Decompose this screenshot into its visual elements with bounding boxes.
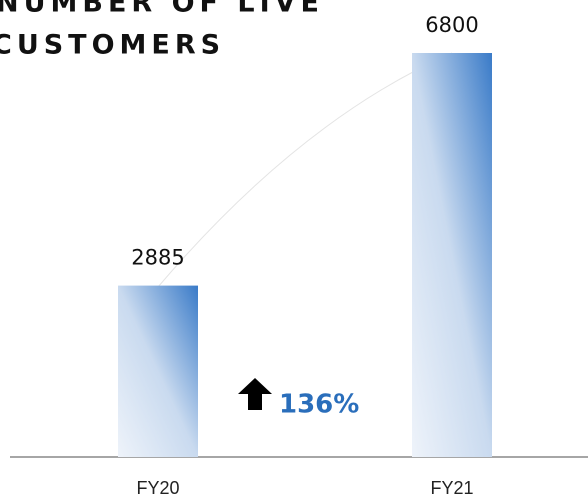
value-label: 2885 [131,246,184,270]
chart-title: NUMBER OF LIVE [0,0,324,19]
annotation: 136% [279,390,359,420]
bar [118,285,198,457]
bar [412,53,492,457]
up-arrow [238,378,272,410]
chart-title: CUSTOMERS [0,30,225,61]
value-label: 6800 [425,13,478,37]
trend-curve [157,52,453,288]
x-tick-label: FY20 [136,478,179,498]
x-tick-label: FY21 [430,478,473,498]
